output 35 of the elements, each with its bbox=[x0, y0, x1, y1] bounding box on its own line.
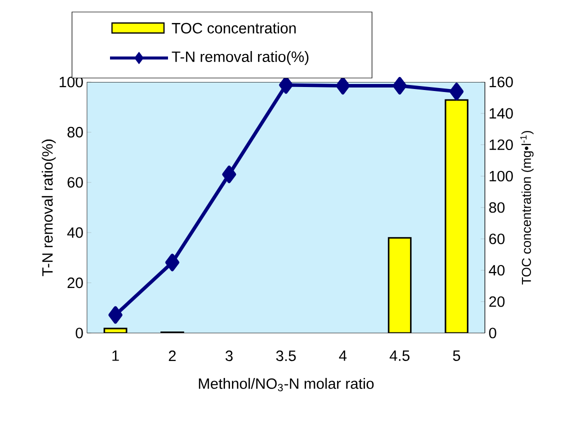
x-tick-label: 4 bbox=[339, 350, 347, 361]
y2-tick-label: 60 bbox=[489, 234, 505, 244]
y2-tick-label: 120 bbox=[490, 139, 513, 150]
y2-tick-label: 40 bbox=[488, 264, 505, 276]
y-tick-label: 0 bbox=[76, 328, 83, 338]
y2-tick-label: 80 bbox=[489, 202, 505, 213]
bar bbox=[388, 237, 412, 333]
y-tick-label: 40 bbox=[67, 227, 83, 238]
y2-tick-label: 20 bbox=[489, 296, 505, 307]
y-axis-title: T-N removal ratio(%) bbox=[42, 140, 56, 276]
point bbox=[108, 306, 122, 324]
y-tick-label: 20 bbox=[68, 278, 83, 288]
x-tick-label: 3 bbox=[226, 350, 233, 362]
point bbox=[165, 254, 180, 272]
point bbox=[279, 76, 294, 94]
x-axis-title: Methnol/NO$_{3}$-N molar ratio bbox=[198, 378, 374, 392]
x-tick-label: 3.5 bbox=[276, 350, 296, 362]
legend-label: T-N removal ratio(%) bbox=[172, 51, 308, 65]
y2-tick-label: 100 bbox=[490, 170, 513, 182]
x-tick-label: 1 bbox=[112, 350, 119, 361]
y-tick-label: 80 bbox=[68, 126, 83, 138]
legend-label: TOC concentration bbox=[172, 22, 296, 34]
point bbox=[450, 82, 464, 100]
x-tick-label: 2 bbox=[168, 350, 176, 361]
y2-tick-label: 140 bbox=[490, 108, 513, 119]
point bbox=[392, 77, 407, 95]
y-tick-label: 60 bbox=[68, 177, 83, 188]
x-tick-label: 5 bbox=[453, 350, 460, 361]
x-tick-label: 4.5 bbox=[390, 350, 410, 361]
point bbox=[336, 77, 350, 95]
y2-tick-label: 160 bbox=[490, 76, 513, 88]
y2-axis-title: TOC concentration (mg•l$^{-1}$) bbox=[520, 130, 534, 285]
y2-tick-label: 0 bbox=[489, 328, 496, 338]
point bbox=[222, 166, 236, 184]
bar bbox=[444, 99, 468, 333]
